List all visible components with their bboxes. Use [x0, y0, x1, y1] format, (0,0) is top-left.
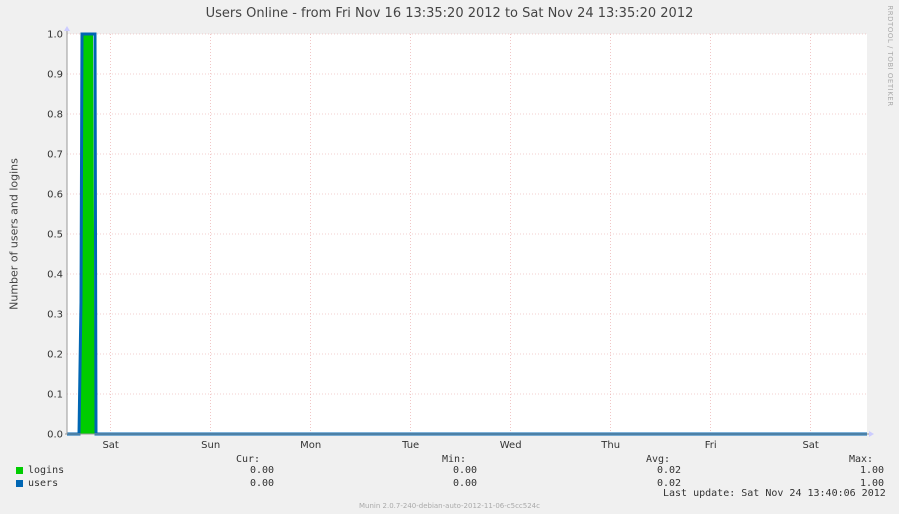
- y-tick-label: 0.8: [47, 110, 63, 121]
- legend-max-users: 1.00: [860, 478, 885, 489]
- grid-lines: [67, 33, 867, 434]
- x-tick-label: Tue: [401, 440, 419, 451]
- legend-swatch-users: [16, 480, 23, 487]
- munin-version-footer: Munin 2.0.7-240-debian-auto-2012-11-06-c…: [359, 502, 540, 510]
- legend-min-logins: 0.00: [453, 465, 478, 476]
- legend-swatch-logins: [16, 467, 23, 474]
- x-tick-label: Thu: [600, 440, 620, 451]
- y-tick-label: 0.7: [47, 150, 63, 161]
- legend-avg-users: 0.02: [657, 478, 682, 489]
- legend-header-avg: Avg:: [646, 454, 671, 465]
- x-tick-label: Sat: [102, 440, 118, 451]
- y-tick-label: 0.4: [47, 270, 63, 281]
- x-tick-label: Fri: [705, 440, 717, 451]
- x-tick-label: Sat: [802, 440, 818, 451]
- legend-cur-logins: 0.00: [250, 465, 275, 476]
- y-tick-label: 0.9: [47, 70, 63, 81]
- y-tick-label: 0.3: [47, 310, 63, 321]
- legend-header-max: Max:: [849, 454, 874, 465]
- x-tick-label: Wed: [500, 440, 522, 451]
- x-axis-arrow: [869, 431, 874, 437]
- y-tick-label: 0.1: [47, 390, 63, 401]
- legend-name-users: users: [28, 478, 59, 489]
- y-ticks: 0.0 0.1 0.2 0.3 0.4 0.5 0.6 0.7 0.8 0.9 1.0: [47, 30, 63, 441]
- axes: [64, 26, 874, 437]
- legend-avg-logins: 0.02: [657, 465, 682, 476]
- x-tick-label: Sun: [201, 440, 220, 451]
- y-axis-arrow: [64, 26, 70, 31]
- chart-title: Users Online - from Fri Nov 16 13:35:20 …: [205, 6, 694, 21]
- legend-min-users: 0.00: [453, 478, 478, 489]
- x-ticks: Sat Sun Mon Tue Wed Thu Fri Sat: [102, 440, 818, 451]
- legend-name-logins: logins: [28, 465, 65, 476]
- y-tick-label: 0.2: [47, 350, 63, 361]
- legend-header-min: Min:: [442, 454, 467, 465]
- last-update: Last update: Sat Nov 24 13:40:06 2012: [663, 488, 886, 499]
- legend-header-cur: Cur:: [236, 454, 261, 465]
- legend-cur-users: 0.00: [250, 478, 275, 489]
- y-tick-label: 0.0: [47, 430, 63, 441]
- y-tick-label: 0.6: [47, 190, 63, 201]
- legend-max-logins: 1.00: [860, 465, 885, 476]
- y-tick-label: 0.5: [47, 230, 63, 241]
- x-tick-label: Mon: [300, 440, 321, 451]
- y-tick-label: 1.0: [47, 30, 63, 41]
